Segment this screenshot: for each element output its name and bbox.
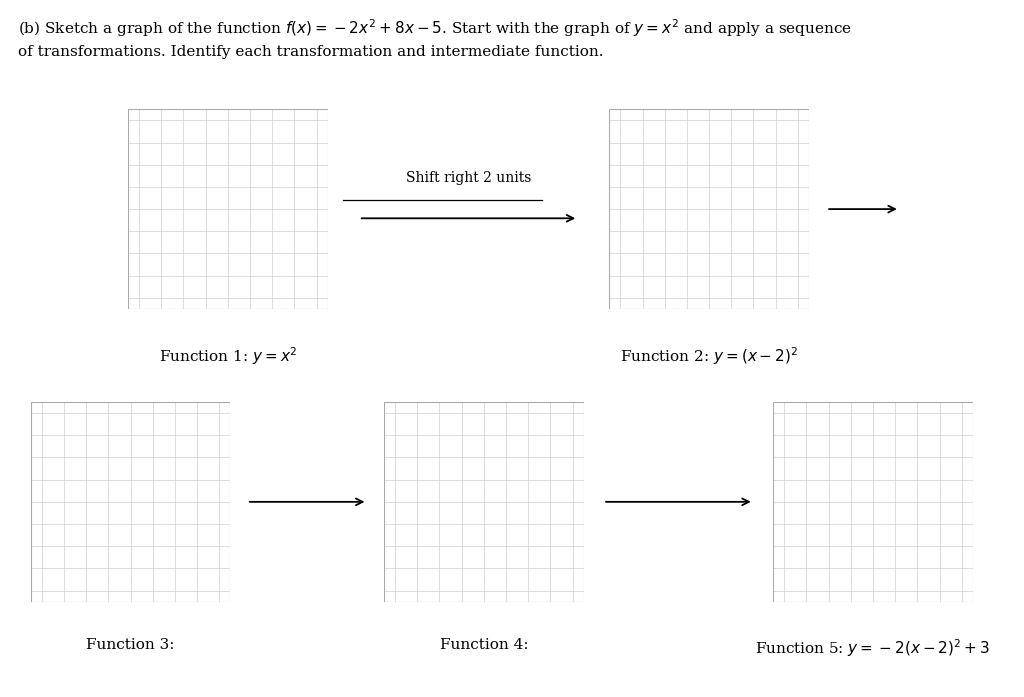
Text: of transformations. Identify each transformation and intermediate function.: of transformations. Identify each transf… — [18, 45, 604, 59]
Text: Function 1: $y = x^2$: Function 1: $y = x^2$ — [159, 345, 297, 367]
Text: (b) Sketch a graph of the function $f(x) = -2x^2 + 8x - 5$. Start with the graph: (b) Sketch a graph of the function $f(x)… — [18, 17, 853, 39]
Text: Function 2: $y = (x-2)^2$: Function 2: $y = (x-2)^2$ — [620, 345, 799, 367]
Text: Shift right 2 units: Shift right 2 units — [406, 171, 531, 185]
Text: Function 3:: Function 3: — [86, 638, 175, 652]
Text: Function 4:: Function 4: — [439, 638, 528, 652]
Text: Function 5: $y = -2(x-2)^2 + 3$: Function 5: $y = -2(x-2)^2 + 3$ — [756, 638, 990, 659]
